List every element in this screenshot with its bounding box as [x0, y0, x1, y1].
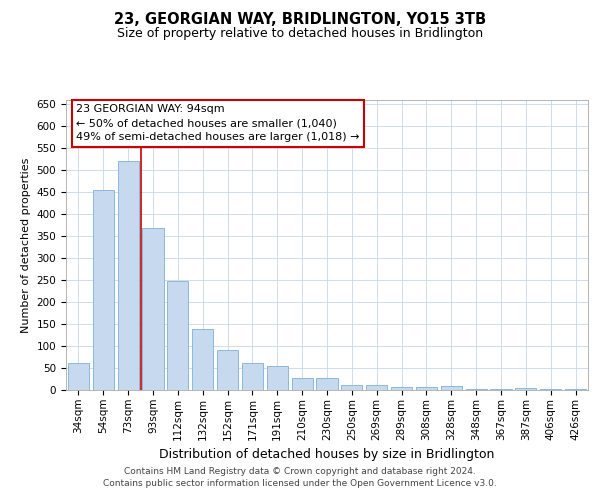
Text: Contains HM Land Registry data © Crown copyright and database right 2024.
Contai: Contains HM Land Registry data © Crown c…	[103, 466, 497, 487]
Bar	[267, 366, 288, 390]
Text: Size of property relative to detached houses in Bridlington: Size of property relative to detached ho…	[117, 28, 483, 40]
Bar	[515, 388, 536, 390]
Bar	[292, 378, 313, 390]
Bar	[142, 228, 164, 390]
Bar	[540, 388, 561, 390]
Y-axis label: Number of detached properties: Number of detached properties	[21, 158, 31, 332]
X-axis label: Distribution of detached houses by size in Bridlington: Distribution of detached houses by size …	[160, 448, 494, 461]
Bar	[341, 384, 362, 390]
Bar	[366, 384, 387, 390]
Bar	[490, 388, 512, 390]
Bar	[192, 330, 213, 390]
Bar	[316, 378, 338, 390]
Text: 23 GEORGIAN WAY: 94sqm
← 50% of detached houses are smaller (1,040)
49% of semi-: 23 GEORGIAN WAY: 94sqm ← 50% of detached…	[76, 104, 360, 142]
Bar	[217, 350, 238, 390]
Bar	[466, 388, 487, 390]
Bar	[441, 386, 462, 390]
Bar	[118, 161, 139, 390]
Bar	[565, 388, 586, 390]
Bar	[242, 363, 263, 390]
Bar	[93, 190, 114, 390]
Bar	[391, 387, 412, 390]
Text: 23, GEORGIAN WAY, BRIDLINGTON, YO15 3TB: 23, GEORGIAN WAY, BRIDLINGTON, YO15 3TB	[114, 12, 486, 28]
Bar	[416, 387, 437, 390]
Bar	[68, 363, 89, 390]
Bar	[167, 281, 188, 390]
